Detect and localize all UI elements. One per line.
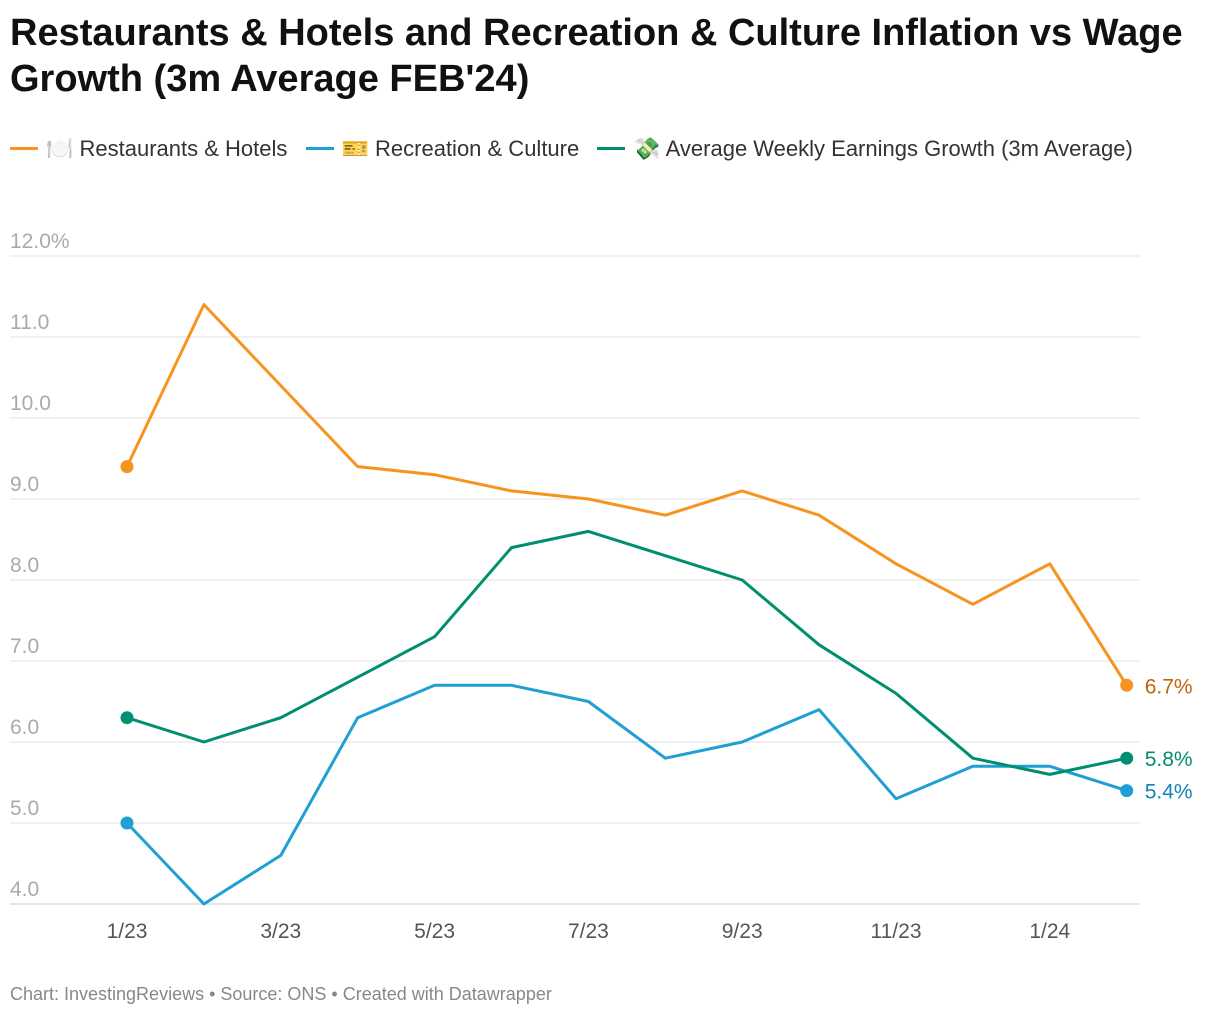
x-tick-label: 1/23 xyxy=(107,920,148,943)
series-line xyxy=(125,683,1129,906)
y-tick-label: 7.0 xyxy=(10,635,39,658)
y-tick-label: 12.0% xyxy=(10,230,70,253)
series-line xyxy=(125,529,1129,776)
legend-label-earnings-growth: 💸 Average Weekly Earnings Growth (3m Ave… xyxy=(633,136,1133,161)
legend-item-restaurants-hotels: 🍽️ Restaurants & Hotels xyxy=(10,136,287,161)
series-end-label: 6.7% xyxy=(1145,675,1193,698)
series-line xyxy=(125,303,1129,687)
x-tick-label: 11/23 xyxy=(871,920,922,943)
series-end-point xyxy=(1120,751,1134,765)
chart-footer: Chart: InvestingReviews • Source: ONS • … xyxy=(10,984,552,1004)
x-tick-label: 7/23 xyxy=(568,920,609,943)
chart-title: Restaurants & Hotels and Recreation & Cu… xyxy=(10,12,1183,100)
legend-label-restaurants-hotels: 🍽️ Restaurants & Hotels xyxy=(46,136,288,161)
series-layer xyxy=(120,303,1134,906)
line-chart: 12.0% 11.0 10.0 9.0 8.0 7.0 6.0 5.0 4.0 1/23 3/23… xyxy=(10,230,1193,943)
x-tick-label: 5/23 xyxy=(414,920,455,943)
y-tick-label: 4.0 xyxy=(10,878,39,901)
series-end-label: 5.4% xyxy=(1145,781,1193,804)
series-start-point xyxy=(120,460,134,474)
legend-label-recreation-culture: 🎫 Recreation & Culture xyxy=(341,136,580,161)
y-tick-label: 11.0 xyxy=(10,311,49,334)
legend-swatch-recreation-culture xyxy=(305,146,334,150)
y-tick-label: 8.0 xyxy=(10,554,39,577)
legend-swatch-earnings-growth xyxy=(597,146,626,150)
y-tick-label: 6.0 xyxy=(10,716,39,739)
legend-item-recreation-culture: 🎫 Recreation & Culture xyxy=(305,136,580,161)
series-start-point xyxy=(120,816,134,830)
series-end-label: 5.8% xyxy=(1145,748,1193,771)
x-tick-label: 9/23 xyxy=(722,920,763,943)
series-end-point xyxy=(1120,678,1134,692)
series-end-point xyxy=(1120,784,1134,798)
x-tick-label: 3/23 xyxy=(260,920,301,943)
y-tick-label: 9.0 xyxy=(10,473,39,496)
y-axis-ticks: 12.0% 11.0 10.0 9.0 8.0 7.0 6.0 5.0 4.0 xyxy=(10,230,70,901)
end-labels: 6.7% 5.8% 5.4% xyxy=(1145,675,1193,803)
y-tick-label: 5.0 xyxy=(10,797,39,820)
chart-legend: 🍽️ Restaurants & Hotels 🎫 Recreation & C… xyxy=(10,130,1200,168)
y-tick-label: 10.0 xyxy=(10,392,51,415)
x-tick-label: 1/24 xyxy=(1029,920,1070,943)
x-axis-ticks: 1/23 3/23 5/23 7/23 9/23 11/23 1/24 xyxy=(107,920,1071,943)
legend-item-earnings-growth: 💸 Average Weekly Earnings Growth (3m Ave… xyxy=(597,136,1133,161)
series-start-point xyxy=(120,711,134,725)
legend-swatch-restaurants-hotels xyxy=(10,146,38,150)
